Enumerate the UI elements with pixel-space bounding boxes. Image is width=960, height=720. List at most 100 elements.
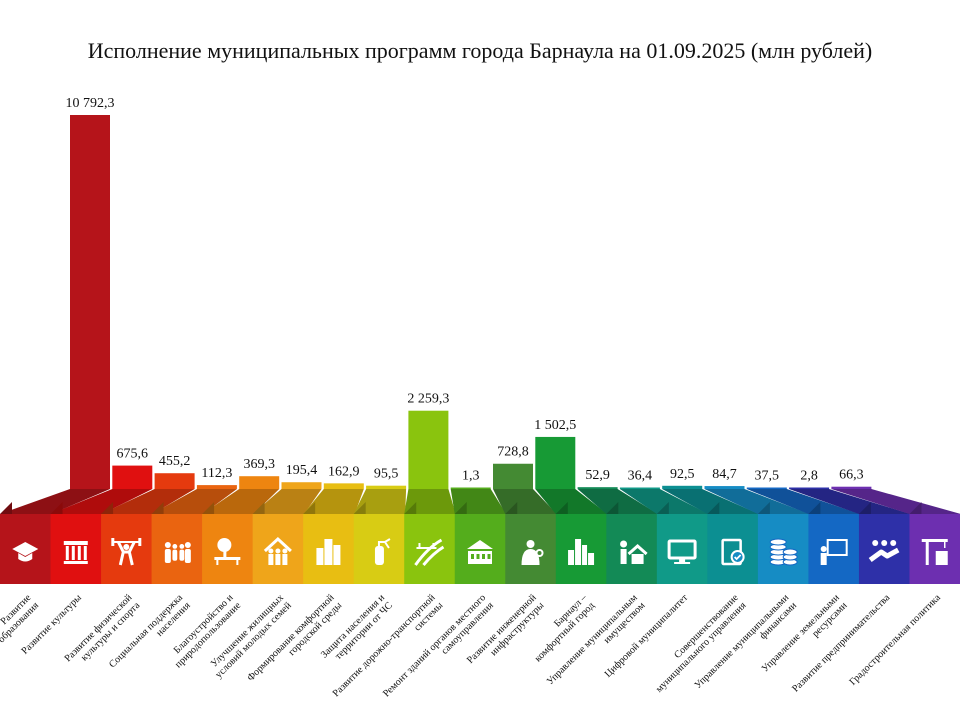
ribbon-fold-2 bbox=[50, 502, 63, 514]
ribbon-tile-2 bbox=[50, 514, 103, 584]
bar-15 bbox=[662, 485, 703, 489]
bar-value-label-11: 728,8 bbox=[497, 445, 529, 460]
ribbon-fold-16 bbox=[757, 502, 770, 514]
ribbon-fold-10 bbox=[454, 502, 467, 514]
bar-value-label-5: 369,3 bbox=[243, 457, 275, 472]
bar-value-label-4: 112,3 bbox=[201, 466, 232, 481]
bar-value-label-1: 10 792,3 bbox=[66, 96, 115, 111]
weightlifter-icon bbox=[111, 538, 142, 566]
bar-8 bbox=[366, 485, 407, 489]
family-icon bbox=[164, 542, 191, 563]
graduation-cap-icon bbox=[12, 542, 39, 562]
ribbon-tile-19 bbox=[909, 514, 960, 584]
ribbon-neck-8 bbox=[353, 489, 407, 514]
ribbon-fold-17 bbox=[808, 502, 821, 514]
bar-19 bbox=[831, 486, 872, 489]
ribbon-fold-18 bbox=[858, 502, 871, 514]
utility-worker-icon bbox=[521, 540, 544, 565]
bar-3 bbox=[154, 473, 195, 489]
ribbon-tile-12 bbox=[555, 514, 608, 584]
ribbon-neck-18 bbox=[789, 489, 911, 514]
bar-12 bbox=[535, 436, 576, 489]
bar-value-label-17: 37,5 bbox=[755, 469, 780, 484]
bar-value-label-18: 2,8 bbox=[800, 469, 818, 484]
bar-value-label-15: 92,5 bbox=[670, 467, 695, 482]
bar-value-label-19: 66,3 bbox=[839, 468, 864, 483]
city-buildings-icon bbox=[316, 539, 341, 565]
bar-value-label-16: 84,7 bbox=[712, 467, 737, 482]
government-building-icon bbox=[467, 540, 493, 564]
bar-7 bbox=[323, 483, 364, 489]
ribbon-tile-11 bbox=[505, 514, 557, 584]
ribbon-neck-9 bbox=[404, 489, 456, 514]
ribbon-fold-15 bbox=[707, 502, 720, 514]
bar-11 bbox=[493, 463, 533, 489]
bar-value-label-10: 1,3 bbox=[462, 469, 480, 484]
bar-value-label-14: 36,4 bbox=[628, 469, 653, 484]
ribbon-tile-15 bbox=[707, 514, 759, 584]
bar-4 bbox=[196, 485, 237, 489]
document-check-icon bbox=[721, 538, 745, 566]
ribbon-neck-15 bbox=[662, 489, 759, 514]
bar-9 bbox=[408, 410, 449, 489]
ribbon-neck-3 bbox=[101, 489, 195, 514]
city-skyline-icon bbox=[568, 539, 595, 565]
ribbon-neck-17 bbox=[746, 489, 860, 514]
bar-18 bbox=[789, 487, 830, 489]
category-label-19: Градостроительная политика bbox=[847, 592, 943, 688]
bar-17 bbox=[746, 487, 787, 489]
ribbon-fold-6 bbox=[252, 502, 265, 514]
ribbon-fold-19 bbox=[909, 502, 922, 514]
ribbon-tile-14 bbox=[656, 514, 709, 584]
ribbon-fold-12 bbox=[555, 502, 568, 514]
handshake-icon bbox=[868, 540, 900, 563]
ribbon-neck-6 bbox=[252, 489, 322, 514]
road-icon bbox=[414, 538, 445, 566]
bar-10 bbox=[450, 487, 491, 489]
fire-extinguisher-icon bbox=[374, 538, 391, 565]
bar-16 bbox=[704, 486, 745, 489]
ribbon-fold-3 bbox=[101, 502, 114, 514]
ribbon-tile-18 bbox=[858, 514, 911, 584]
bar-value-label-9: 2 259,3 bbox=[407, 392, 449, 407]
person-house-icon bbox=[620, 540, 648, 564]
bar-1 bbox=[70, 115, 110, 489]
bar-value-label-13: 52,9 bbox=[585, 468, 610, 483]
ribbon-neck-13 bbox=[577, 489, 658, 514]
bar-5 bbox=[239, 476, 280, 489]
ribbon-fold-14 bbox=[656, 502, 669, 514]
bar-value-label-12: 1 502,5 bbox=[534, 418, 576, 433]
tree-bench-icon bbox=[214, 538, 241, 565]
ribbon-fold-1 bbox=[0, 502, 12, 514]
bar-value-label-2: 675,6 bbox=[117, 447, 149, 462]
bar-value-label-6: 195,4 bbox=[286, 463, 318, 478]
land-board-icon bbox=[820, 539, 848, 565]
computer-monitor-icon bbox=[667, 539, 697, 564]
column-icon bbox=[63, 541, 88, 564]
ribbon-fold-13 bbox=[606, 502, 619, 514]
ribbon-fold-8 bbox=[353, 502, 366, 514]
coins-stack-icon bbox=[769, 538, 798, 566]
ribbon-neck-12 bbox=[535, 489, 608, 514]
category-label-line: Градостроительная политика bbox=[847, 592, 943, 688]
chart-title: Исполнение муниципальных программ города… bbox=[87, 38, 873, 63]
bar-value-label-8: 95,5 bbox=[374, 467, 399, 482]
ribbon-fold-4 bbox=[151, 502, 164, 514]
house-family-icon bbox=[263, 536, 292, 565]
ribbon-fold-7 bbox=[303, 502, 316, 514]
ribbon-tile-4 bbox=[151, 514, 204, 584]
ribbon-neck-19 bbox=[831, 489, 960, 514]
ribbon-neck-4 bbox=[151, 489, 237, 514]
bar-6 bbox=[281, 482, 322, 489]
crane-building-icon bbox=[921, 539, 948, 565]
ribbon-neck-11 bbox=[493, 489, 557, 514]
bar-2 bbox=[112, 465, 153, 489]
ribbon-neck-1 bbox=[0, 489, 110, 514]
bar-value-label-3: 455,2 bbox=[159, 454, 191, 469]
ribbon-neck-2 bbox=[50, 489, 153, 514]
bar-13 bbox=[577, 487, 618, 489]
bar-value-label-7: 162,9 bbox=[328, 464, 360, 479]
ribbon-fold-5 bbox=[202, 502, 215, 514]
bar-14 bbox=[619, 487, 660, 489]
